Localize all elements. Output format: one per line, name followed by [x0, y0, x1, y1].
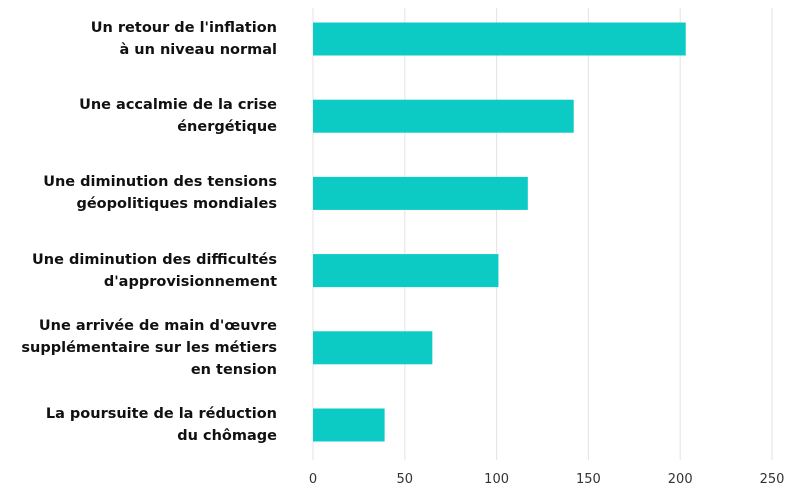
y-tick-label: Une accalmie de la crise énergétique	[79, 97, 277, 136]
x-tick-label: 0	[309, 472, 317, 487]
y-tick-label: Une arrivée de main d'œuvre supplémentai…	[21, 317, 277, 378]
x-tick-label: 200	[668, 472, 693, 487]
x-tick-label: 150	[576, 472, 601, 487]
bar	[313, 22, 686, 56]
x-tick-label: 50	[397, 472, 414, 487]
x-tick-label: 250	[760, 472, 785, 487]
x-tick-label: 100	[484, 472, 509, 487]
bar	[313, 254, 499, 288]
y-tick-label: Un retour de l'inflation à un niveau nor…	[90, 20, 277, 58]
bar	[313, 331, 433, 365]
y-tick-label: Une diminution des difficultés d'approvi…	[32, 251, 277, 290]
y-tick-label: La poursuite de la réduction du chômage	[45, 406, 277, 444]
bar	[313, 408, 385, 442]
y-tick-label: Une diminution des tensions géopolitique…	[43, 174, 277, 213]
bar	[313, 176, 528, 210]
bar	[313, 99, 574, 133]
